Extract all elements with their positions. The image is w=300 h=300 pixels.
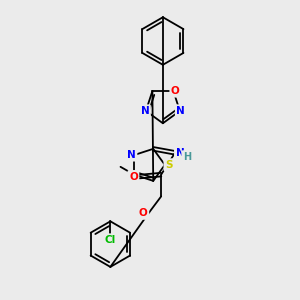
Text: O: O: [171, 86, 180, 96]
Text: Cl: Cl: [105, 235, 116, 245]
Text: S: S: [165, 160, 172, 170]
Text: H: H: [183, 152, 191, 162]
Text: O: O: [139, 208, 148, 218]
Text: N: N: [176, 148, 184, 158]
Text: N: N: [127, 150, 136, 160]
Text: N: N: [176, 106, 185, 116]
Text: O: O: [129, 172, 138, 182]
Text: N: N: [141, 106, 149, 116]
